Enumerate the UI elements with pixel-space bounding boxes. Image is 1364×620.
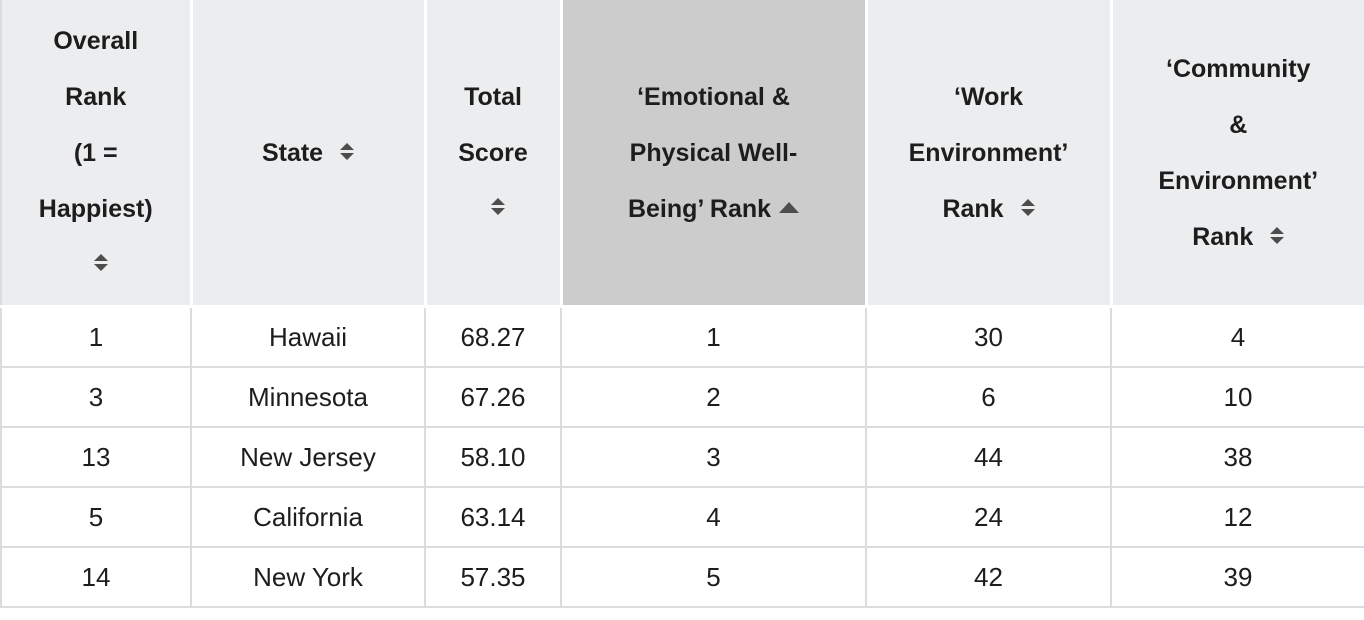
cell-state: New York bbox=[191, 546, 426, 607]
column-header-label: ‘Work Environment’ Rank bbox=[908, 82, 1069, 223]
cell-community-rank: 10 bbox=[1111, 366, 1364, 427]
cell-community-rank: 39 bbox=[1111, 546, 1364, 607]
sort-down-arrow-icon bbox=[340, 153, 355, 161]
cell-emotional-rank: 5 bbox=[561, 546, 867, 607]
column-header-community-environment-rank[interactable]: ‘Community & Environment’ Rank bbox=[1111, 0, 1364, 308]
cell-emotional-rank: 3 bbox=[561, 426, 867, 487]
cell-emotional-rank: 4 bbox=[561, 486, 867, 547]
sort-down-arrow-icon bbox=[93, 264, 108, 271]
table-row: 3 Minnesota 67.26 2 6 10 bbox=[1, 366, 1364, 427]
column-header-emotional-physical-wellbeing-rank[interactable]: ‘Emotional & Physical Well- Being’ Rank bbox=[561, 0, 868, 308]
column-header-label: ‘Emotional & Physical Well- Being’ Rank bbox=[627, 82, 798, 223]
table-body: 1 Hawaii 68.27 1 30 4 3 Minnesota 67.26 … bbox=[1, 306, 1364, 607]
cell-overall-rank: 3 bbox=[1, 366, 192, 427]
column-header-label: Total Score bbox=[458, 82, 528, 167]
table-row: 5 California 63.14 4 24 12 bbox=[1, 486, 1364, 547]
column-header-label: ‘Community & Environment’ Rank bbox=[1158, 54, 1319, 251]
cell-work-rank: 30 bbox=[866, 306, 1112, 367]
sort-up-arrow-icon bbox=[1020, 199, 1035, 207]
cell-work-rank: 24 bbox=[866, 486, 1112, 547]
sort-icon bbox=[1270, 227, 1285, 245]
sort-down-arrow-icon bbox=[1020, 209, 1035, 217]
table-row: 13 New Jersey 58.10 3 44 38 bbox=[1, 426, 1364, 487]
sort-up-arrow-icon bbox=[340, 143, 355, 151]
cell-total-score: 58.10 bbox=[425, 426, 562, 487]
cell-state: New Jersey bbox=[191, 426, 426, 487]
sort-up-arrow-icon bbox=[1270, 227, 1285, 235]
cell-overall-rank: 14 bbox=[1, 546, 192, 607]
table-row: 1 Hawaii 68.27 1 30 4 bbox=[1, 306, 1364, 367]
table-header: Overall Rank (1 = Happiest) State bbox=[1, 0, 1364, 308]
sort-down-arrow-icon bbox=[1270, 237, 1285, 245]
cell-state: California bbox=[191, 486, 426, 547]
sort-up-arrow-icon bbox=[491, 198, 505, 205]
cell-total-score: 63.14 bbox=[425, 486, 562, 547]
sort-icon bbox=[491, 198, 505, 215]
cell-total-score: 67.26 bbox=[425, 366, 562, 427]
cell-state: Minnesota bbox=[191, 366, 426, 427]
column-header-label: State bbox=[261, 138, 324, 167]
sort-icon bbox=[93, 254, 108, 271]
cell-community-rank: 4 bbox=[1111, 306, 1364, 367]
sort-icon bbox=[340, 143, 355, 161]
sort-up-arrow-icon bbox=[93, 254, 108, 261]
column-header-overall-rank[interactable]: Overall Rank (1 = Happiest) bbox=[1, 0, 193, 308]
cell-overall-rank: 5 bbox=[1, 486, 192, 547]
cell-emotional-rank: 2 bbox=[561, 366, 867, 427]
sort-ascending-icon bbox=[779, 202, 800, 214]
cell-total-score: 68.27 bbox=[425, 306, 562, 367]
column-header-total-score[interactable]: Total Score bbox=[425, 0, 563, 308]
cell-overall-rank: 13 bbox=[1, 426, 192, 487]
cell-state: Hawaii bbox=[191, 306, 426, 367]
cell-emotional-rank: 1 bbox=[561, 306, 867, 367]
cell-work-rank: 6 bbox=[866, 366, 1112, 427]
header-row: Overall Rank (1 = Happiest) State bbox=[1, 0, 1364, 308]
cell-work-rank: 44 bbox=[866, 426, 1112, 487]
sort-icon bbox=[1020, 199, 1035, 217]
cell-community-rank: 12 bbox=[1111, 486, 1364, 547]
cell-work-rank: 42 bbox=[866, 546, 1112, 607]
cell-total-score: 57.35 bbox=[425, 546, 562, 607]
table-row: 14 New York 57.35 5 42 39 bbox=[1, 546, 1364, 607]
cell-overall-rank: 1 bbox=[1, 306, 192, 367]
column-header-state[interactable]: State bbox=[191, 0, 427, 308]
sort-down-arrow-icon bbox=[491, 208, 505, 215]
column-header-work-environment-rank[interactable]: ‘Work Environment’ Rank bbox=[866, 0, 1113, 308]
column-header-label: Overall Rank (1 = Happiest) bbox=[38, 26, 153, 223]
cell-community-rank: 38 bbox=[1111, 426, 1364, 487]
